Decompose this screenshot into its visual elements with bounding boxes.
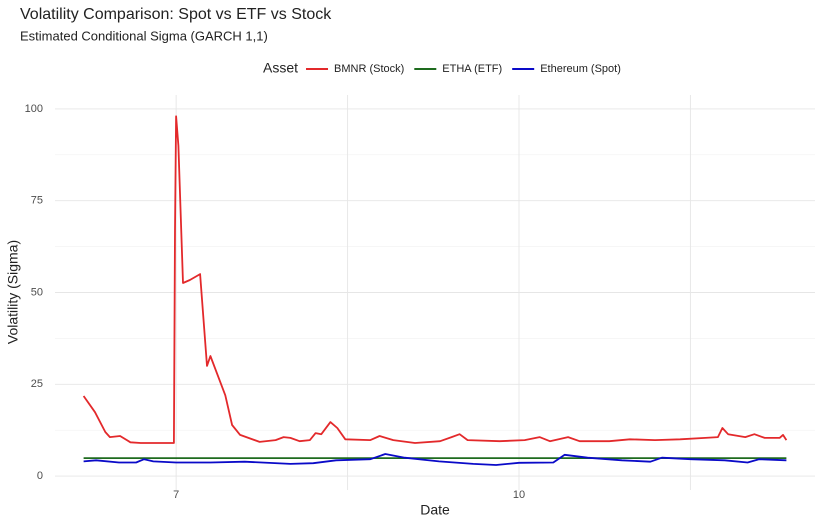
y-tick-label: 25	[31, 378, 43, 390]
legend-label: ETHA (ETF)	[442, 63, 502, 75]
y-tick-label: 50	[31, 286, 43, 298]
y-axis-title: Volatility (Sigma)	[5, 240, 21, 344]
legend: Asset BMNR (Stock) ETHA (ETF) Ethereum (Spo…	[263, 60, 621, 76]
x-tick-label: 10	[513, 489, 525, 501]
chart-subtitle: Estimated Conditional Sigma (GARCH 1,1)	[20, 28, 268, 43]
legend-label: Ethereum (Spot)	[540, 63, 621, 75]
y-tick-label: 100	[25, 103, 43, 115]
chart-title: Volatility Comparison: Spot vs ETF vs St…	[20, 6, 332, 23]
x-axis-title: Date	[420, 502, 450, 518]
series-line	[83, 453, 787, 466]
legend-title: Asset	[263, 60, 298, 76]
y-tick-label: 0	[37, 470, 43, 482]
legend-label: BMNR (Stock)	[334, 63, 404, 75]
series-line	[82, 115, 788, 444]
x-tick-label: 7	[173, 489, 179, 501]
y-tick-label: 75	[31, 195, 43, 207]
